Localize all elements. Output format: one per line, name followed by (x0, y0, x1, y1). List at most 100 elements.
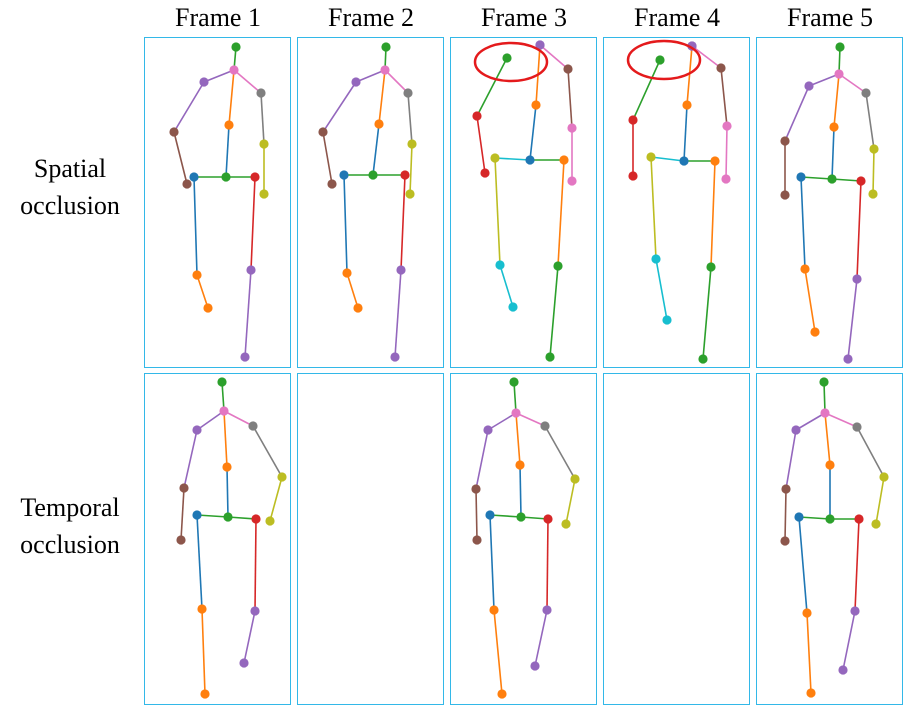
bone (842, 610, 856, 671)
bone (856, 180, 862, 280)
bone (872, 148, 875, 195)
joint-head (509, 377, 519, 387)
joint-pelvis (827, 174, 837, 184)
joint-l-knee (495, 260, 505, 270)
bone (225, 124, 230, 178)
joint-r-wrist (721, 174, 731, 184)
bone (494, 157, 501, 266)
bone (183, 429, 198, 489)
joint-pelvis (221, 172, 231, 182)
joint-r-wrist (265, 516, 275, 526)
bone (409, 143, 413, 195)
bone (831, 126, 835, 180)
bone (378, 69, 386, 125)
joint-r-hip (543, 514, 553, 524)
bone (223, 410, 228, 468)
joint-l-wrist (327, 179, 337, 189)
frame-4-title: Frame 4 (634, 3, 720, 32)
row-label-spatial-line2: occlusion (20, 191, 120, 220)
joint-pelvis (825, 514, 835, 524)
bone (534, 609, 548, 667)
bone (710, 160, 716, 268)
joint-neck (229, 65, 239, 75)
row-label-temporal-line2: occlusion (20, 530, 120, 559)
bone (407, 92, 413, 145)
joint-neck (834, 69, 844, 79)
joint-r-wrist (561, 519, 571, 529)
bone (795, 412, 826, 431)
bone (798, 516, 808, 614)
bone (173, 81, 205, 133)
skeleton-spatial-frame-5 (780, 42, 879, 364)
joint-l-elbow (628, 115, 638, 125)
bone (804, 268, 816, 333)
bone (683, 104, 688, 162)
joint-r-ankle (545, 352, 555, 362)
bone (173, 131, 188, 185)
row-label-spatial: Spatial occlusion (0, 150, 140, 224)
bone (196, 274, 209, 309)
bone (269, 476, 283, 522)
bone (798, 516, 831, 520)
frame-1-title: Frame 1 (175, 3, 261, 32)
joint-spine (531, 100, 541, 110)
bone (691, 45, 722, 69)
joint-l-wrist (780, 536, 790, 546)
joint-l-shoulder (351, 77, 361, 87)
bone (557, 159, 565, 267)
joint-r-hip (559, 155, 569, 165)
joint-r-elbow (407, 139, 417, 149)
bone (355, 69, 386, 83)
frame-3-title: Frame 3 (481, 3, 567, 32)
bone (529, 104, 537, 161)
joint-l-hip (646, 152, 656, 162)
joint-l-ankle (508, 302, 518, 312)
joint-r-ankle (698, 354, 708, 364)
bone (252, 425, 283, 478)
bone (632, 59, 661, 121)
joint-l-hip (339, 170, 349, 180)
bone (720, 67, 728, 127)
joint-pelvis (525, 155, 535, 165)
joint-spine (825, 460, 835, 470)
bone (384, 69, 409, 94)
joint-l-wrist (780, 190, 790, 200)
bone (513, 381, 517, 414)
panel-temporal-frame-5 (756, 373, 903, 705)
joint-r-knee (246, 265, 256, 275)
bone (833, 73, 840, 128)
joint-pelvis (516, 512, 526, 522)
joint-l-ankle (662, 315, 672, 325)
bone (847, 278, 858, 360)
joint-r-shoulder (403, 88, 413, 98)
joint-l-ankle (497, 689, 507, 699)
joint-neck (380, 65, 390, 75)
joint-l-elbow (471, 484, 481, 494)
joint-r-wrist (871, 519, 881, 529)
joint-r-ankle (843, 354, 853, 364)
bone (806, 612, 812, 694)
joint-l-ankle (203, 303, 213, 313)
bone (475, 488, 478, 541)
bone (233, 69, 262, 94)
joint-r-ankle (239, 658, 249, 668)
bone (221, 381, 225, 412)
bone (875, 476, 885, 525)
joint-l-knee (342, 268, 352, 278)
joint-head (502, 53, 512, 63)
bone (856, 426, 885, 478)
joint-r-wrist (259, 189, 269, 199)
bone (228, 69, 235, 126)
bone (567, 68, 573, 129)
joint-r-ankle (530, 661, 540, 671)
skeleton-spatial-frame-2 (318, 42, 417, 362)
panel-temporal-frame-4 (603, 373, 750, 705)
bone (494, 157, 531, 161)
bone (346, 272, 359, 309)
panel-spatial-frame-4 (603, 37, 750, 368)
bone (823, 381, 826, 414)
panel-spatial-frame-5 (756, 37, 903, 368)
joint-r-wrist (405, 189, 415, 199)
skeleton-temporal-frame-5 (780, 377, 889, 698)
